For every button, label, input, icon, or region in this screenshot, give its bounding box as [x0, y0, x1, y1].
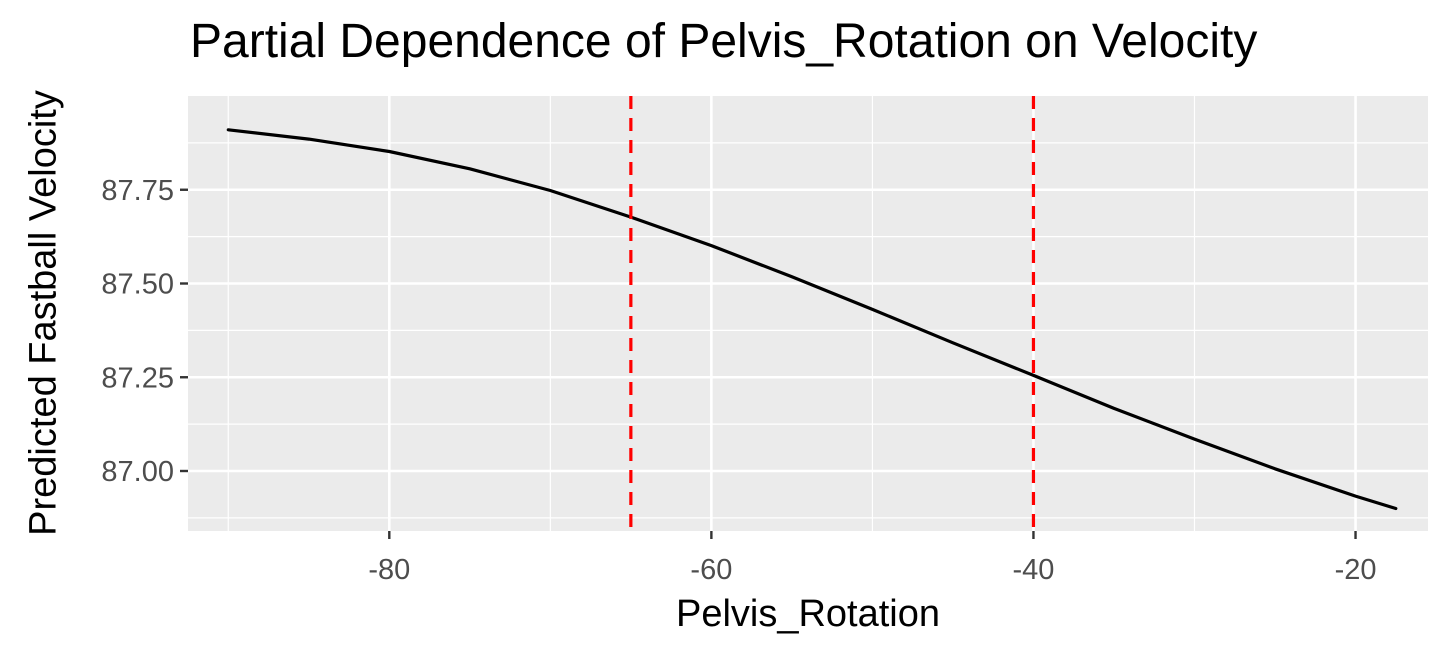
y-tick-label: 87.50 — [101, 269, 174, 301]
y-axis-label: Predicted Fastball Velocity — [22, 90, 65, 536]
x-tick-label: -60 — [690, 554, 732, 586]
x-tick-label: -40 — [1012, 554, 1054, 586]
y-tick-label: 87.75 — [101, 175, 174, 207]
x-tick-label: -80 — [368, 554, 410, 586]
y-tick-label: 87.00 — [101, 456, 174, 488]
panel-background — [188, 96, 1428, 531]
y-tick-label: 87.25 — [101, 362, 174, 394]
series-line — [226, 128, 1398, 511]
x-tick-label: -20 — [1335, 554, 1377, 586]
chart-title: Partial Dependence of Pelvis_Rotation on… — [190, 15, 1258, 68]
x-axis-label: Pelvis_Rotation — [675, 593, 941, 635]
